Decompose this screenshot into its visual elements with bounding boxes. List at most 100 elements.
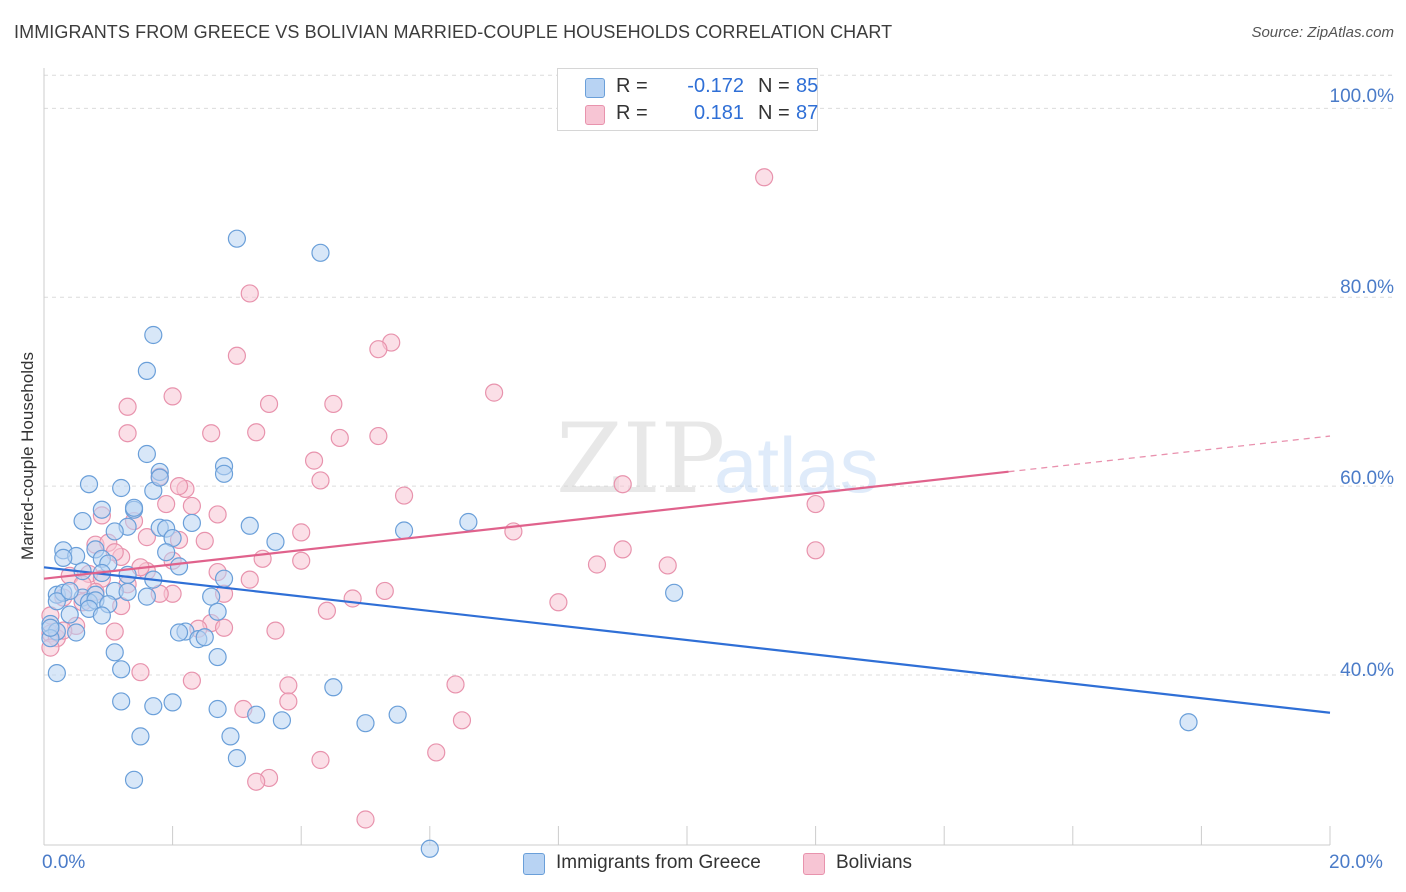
n-label: N = [758, 75, 790, 97]
bolivians-point [356, 810, 375, 829]
bolivians-point [311, 471, 330, 490]
bolivians-point [131, 663, 150, 682]
greece-point [137, 587, 156, 606]
watermark: ZIP atlas [556, 403, 879, 515]
n-label: N = [758, 102, 790, 124]
greece-point [195, 628, 214, 647]
trend-lines [43, 435, 1331, 714]
bolivians-point [182, 496, 201, 516]
bolivians-point [485, 383, 504, 402]
greece-point [112, 478, 131, 498]
bolivians-point [806, 494, 825, 514]
bolivians-point [279, 676, 298, 695]
greece-point [41, 618, 60, 637]
bolivians-point [324, 394, 343, 414]
bolivians-point [105, 622, 124, 641]
greece-point [208, 647, 227, 667]
greece-trend-line [43, 566, 1331, 714]
greece-point [47, 664, 66, 683]
bolivians-point [292, 523, 311, 542]
bolivians-point [549, 593, 568, 612]
bolivians-point [163, 387, 182, 406]
bolivians-point [247, 772, 266, 791]
greece-point [137, 444, 156, 464]
greece-point [420, 839, 439, 858]
greece-point [394, 521, 414, 540]
greece-point [169, 623, 189, 642]
greece-point [208, 699, 227, 719]
greece-point [324, 678, 343, 697]
greece-point [182, 513, 201, 533]
bolivians-point [118, 424, 137, 443]
greece-point [240, 516, 259, 535]
bolivians-point [118, 397, 137, 416]
greece-point [54, 548, 73, 567]
greece-point [131, 727, 150, 746]
greece-point [124, 498, 144, 517]
bolivians-point [317, 601, 337, 620]
bolivians-trend-extension [1008, 435, 1331, 473]
greece-point [227, 229, 246, 248]
greece-points [41, 229, 1198, 858]
greece-point [227, 749, 246, 768]
bolivians-point [755, 168, 774, 187]
bolivians-point [202, 424, 221, 443]
greece-point [60, 605, 79, 624]
bolivians-point [343, 589, 362, 608]
watermark-zip: ZIP [556, 403, 725, 515]
greece-swatch [585, 78, 605, 98]
x-tick-20: 20.0% [1329, 852, 1383, 873]
greece-point [112, 692, 131, 711]
bolivians-point [247, 423, 266, 442]
bolivians-point [658, 556, 677, 575]
source-label: Source: ZipAtlas.com [1251, 24, 1394, 41]
greece-point [144, 697, 163, 716]
bolivians-point [266, 621, 285, 640]
greece-point [247, 705, 266, 724]
greece-point [163, 693, 182, 712]
stats-legend: R = -0.172 N = 85 R = 0.181 N = 87 [557, 68, 818, 131]
r-value: -0.172 [687, 75, 744, 97]
y-tick-40: 40.0% [1340, 660, 1394, 681]
greece-point [47, 592, 66, 611]
n-value: 85 [796, 75, 819, 97]
greece-legend-swatch [523, 853, 545, 875]
bolivians-point [806, 541, 825, 560]
greece-point [118, 582, 137, 601]
greece-point [665, 583, 684, 602]
greece-point [202, 587, 221, 606]
bolivians-point [330, 428, 349, 448]
greece-point [92, 606, 111, 625]
bolivians-point [587, 555, 607, 574]
greece-point [266, 532, 285, 551]
bolivians-point [613, 540, 632, 559]
y-tick-100: 100.0% [1329, 86, 1394, 107]
greece-point [150, 468, 169, 487]
r-label: R = [616, 102, 648, 124]
greece-point [459, 512, 478, 532]
bolivians-point [446, 675, 465, 694]
greece-point [137, 361, 156, 380]
legend-label-greece: Immigrants from Greece [556, 852, 761, 873]
bolivians-point [240, 570, 259, 589]
y-tick-80: 80.0% [1340, 277, 1394, 298]
bolivians-point [195, 531, 214, 550]
bolivians-swatch [585, 105, 605, 125]
bolivians-point [311, 750, 330, 770]
greece-point [105, 522, 124, 541]
bolivians-point [452, 711, 472, 730]
bolivians-point [279, 692, 298, 711]
bolivians-point [208, 505, 227, 524]
greece-point [356, 714, 375, 733]
bolivians-trend-line [43, 470, 1009, 580]
greece-point [157, 543, 176, 562]
greece-point [1179, 713, 1198, 732]
greece-point [79, 475, 99, 494]
bolivians-point [214, 618, 234, 637]
bolivians-point [369, 340, 388, 359]
bolivians-point [137, 528, 156, 547]
bolivians-point [169, 477, 189, 496]
bolivians-point [369, 426, 388, 446]
r-value: 0.181 [693, 102, 744, 124]
